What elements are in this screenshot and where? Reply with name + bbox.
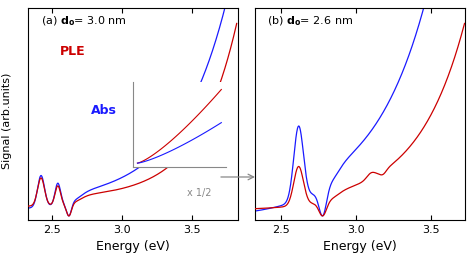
Text: (a) $\mathbf{d_o}$= 3.0 nm: (a) $\mathbf{d_o}$= 3.0 nm: [41, 14, 127, 28]
X-axis label: Energy (eV): Energy (eV): [323, 240, 397, 253]
Text: Abs: Abs: [91, 104, 117, 117]
Text: (b) $\mathbf{d_o}$= 2.6 nm: (b) $\mathbf{d_o}$= 2.6 nm: [267, 14, 354, 28]
X-axis label: Energy (eV): Energy (eV): [96, 240, 170, 253]
Text: PLE: PLE: [60, 44, 85, 58]
Text: Signal (arb.units): Signal (arb.units): [2, 72, 12, 169]
